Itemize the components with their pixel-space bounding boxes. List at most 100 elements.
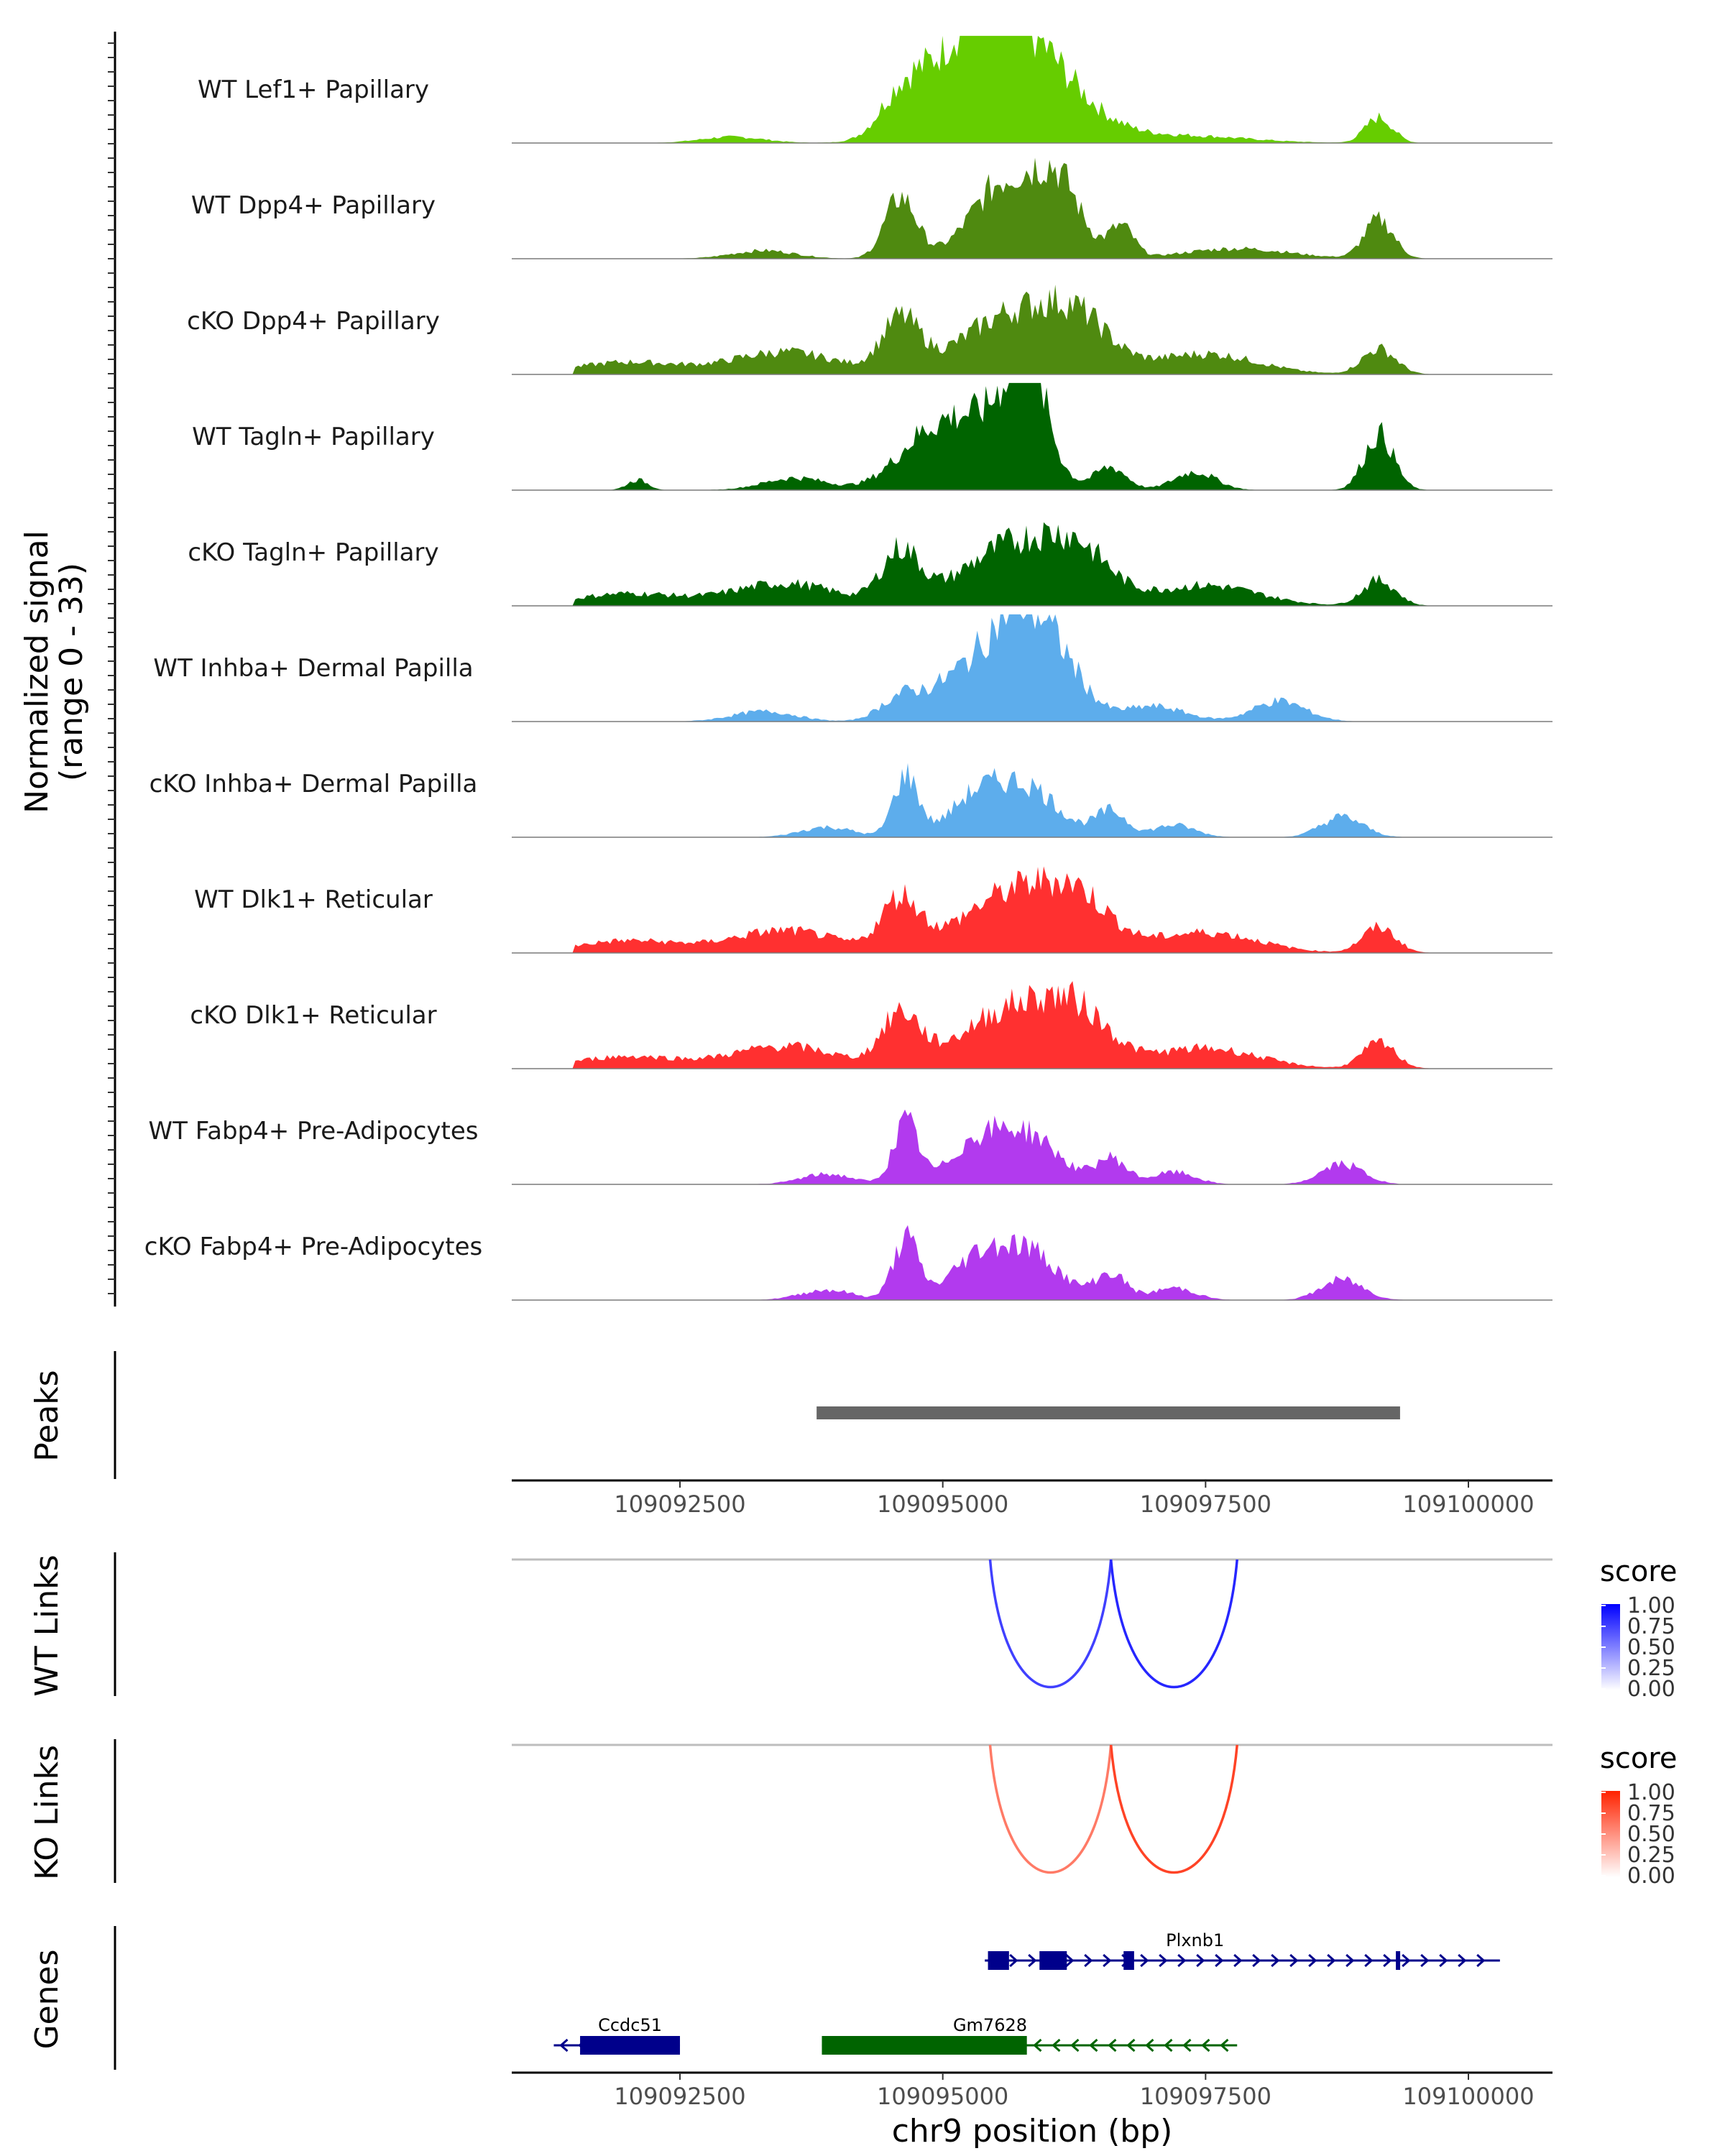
legend-tick-label: 0.25 <box>1627 1843 1675 1868</box>
ko-legend-title: score <box>1600 1742 1677 1775</box>
coverage-area <box>512 981 1552 1069</box>
coverage-area <box>512 866 1552 953</box>
coverage-track: WT Lef1+ Papillary <box>198 35 1552 144</box>
strand-chevron <box>1220 2038 1229 2053</box>
ko-legend-ticks: 1.000.750.500.250.00 <box>1601 1780 1675 1889</box>
coverage-track: cKO Inhba+ Dermal Papilla <box>150 763 1552 838</box>
coverage-track: cKO Fabp4+ Pre-Adipocytes <box>144 1225 1552 1301</box>
coverage-track: WT Dpp4+ Papillary <box>191 157 1552 259</box>
strand-chevron <box>1476 1953 1486 1968</box>
coverage-ylabel: Normalized signal <box>19 530 55 814</box>
exon <box>580 2036 681 2055</box>
coverage-track-label: cKO Dlk1+ Reticular <box>190 1001 436 1030</box>
strand-chevron <box>1201 2038 1210 2053</box>
legend-tick-label: 0.25 <box>1627 1656 1675 1681</box>
x-tick-label: 109100000 <box>1402 1491 1534 1518</box>
strand-chevron <box>1215 1953 1224 1968</box>
peaks-x-ticks: 109092500 109095000 109097500 109100000 <box>614 1480 1535 1518</box>
strand-chevron <box>1065 1953 1075 1968</box>
x-tick-label: 109097500 <box>1140 1491 1271 1518</box>
gene-model: Gm7628 <box>822 2015 1238 2055</box>
coverage-tracks: WT Lef1+ Papillary WT Dpp4+ Papillary cKO … <box>144 35 1552 1301</box>
ko-score-legend: score 1.000.750.500.250.00 <box>1600 1742 1677 1889</box>
x-axis-title: chr9 position (bp) <box>892 2113 1173 2150</box>
coverage-track-label: WT Lef1+ Papillary <box>198 75 429 104</box>
ko-links-label: KO Links <box>29 1745 65 1880</box>
exon <box>822 2036 1027 2055</box>
strand-chevron <box>1033 2038 1042 2053</box>
legend-tick-label: 1.00 <box>1627 1780 1675 1805</box>
coverage-track-label: cKO Fabp4+ Pre-Adipocytes <box>144 1233 483 1261</box>
coverage-area <box>512 157 1552 259</box>
coverage-track-label: WT Inhba+ Dermal Papilla <box>153 654 473 683</box>
legend-tick-label: 1.00 <box>1627 1593 1675 1618</box>
wt-links-label: WT Links <box>29 1554 65 1696</box>
coverage-area <box>512 382 1552 490</box>
coverage-track-label: WT Tagln+ Papillary <box>192 423 435 451</box>
strand-chevron <box>1159 1953 1168 1968</box>
coverage-track: WT Dlk1+ Reticular <box>194 866 1552 954</box>
strand-chevron <box>1070 2038 1080 2053</box>
strand-chevron <box>1420 1953 1430 1968</box>
strand-chevron <box>1084 1953 1093 1968</box>
coverage-area <box>512 522 1552 606</box>
wt-links-track <box>988 1559 1238 1689</box>
legend-tick-label: 0.00 <box>1627 1677 1675 1702</box>
strand-chevron <box>1346 1953 1355 1968</box>
x-tick-label: 109100000 <box>1402 2083 1534 2110</box>
peak-region <box>816 1406 1400 1419</box>
strand-chevron <box>1402 1953 1411 1968</box>
coverage-track: WT Fabp4+ Pre-Adipocytes <box>149 1109 1552 1185</box>
coverage-track-label: WT Dlk1+ Reticular <box>194 885 433 914</box>
strand-chevron <box>1233 1953 1243 1968</box>
strand-chevron <box>1145 2038 1154 2053</box>
link-arc <box>1109 1559 1238 1689</box>
strand-chevron <box>1140 1953 1149 1968</box>
coverage-area <box>512 1109 1552 1184</box>
coverage-area <box>512 614 1552 722</box>
genes-track: Plxnb1 Ccdc51 Gm7628 <box>553 1930 1500 2055</box>
strand-chevron <box>1327 1953 1336 1968</box>
exon <box>1123 1951 1134 1970</box>
strand-chevron <box>1196 1953 1205 1968</box>
coverage-area <box>512 285 1552 374</box>
coverage-track-label: cKO Inhba+ Dermal Papilla <box>150 770 478 798</box>
coverage-track-label: WT Dpp4+ Papillary <box>191 191 436 220</box>
gene-label: Ccdc51 <box>598 2015 662 2035</box>
wt-legend-title: score <box>1600 1555 1677 1588</box>
x-tick-label: 109095000 <box>877 2083 1008 2110</box>
strand-chevron <box>559 2038 569 2053</box>
strand-chevron <box>1009 1953 1018 1968</box>
coverage-area <box>512 1225 1552 1300</box>
strand-chevron <box>1103 1953 1112 1968</box>
strand-chevron <box>1364 1953 1374 1968</box>
gene-model: Plxnb1 <box>985 1930 1500 1970</box>
strand-chevron <box>1458 1953 1467 1968</box>
legend-tick-label: 0.50 <box>1627 1822 1675 1847</box>
strand-chevron <box>1052 2038 1061 2053</box>
strand-chevron <box>1271 1953 1280 1968</box>
x-tick-label: 109097500 <box>1140 2083 1271 2110</box>
coverage-ylabel-range: (range 0 - 33) <box>53 563 90 781</box>
coverage-track: cKO Tagln+ Papillary <box>188 522 1552 607</box>
strand-chevron <box>1439 1953 1448 1968</box>
strand-chevron <box>1252 1953 1261 1968</box>
link-arc <box>1109 1744 1238 1874</box>
legend-tick-label: 0.75 <box>1627 1614 1675 1639</box>
coverage-track-label: WT Fabp4+ Pre-Adipocytes <box>149 1117 479 1146</box>
coverage-track-label: cKO Dpp4+ Papillary <box>187 307 440 336</box>
strand-chevron <box>1164 2038 1173 2053</box>
link-arc <box>988 1744 1113 1874</box>
x-tick-label: 109092500 <box>614 2083 745 2110</box>
x-tick-label: 109095000 <box>877 1491 1008 1518</box>
gene-model: Ccdc51 <box>553 2015 681 2055</box>
legend-tick-label: 0.00 <box>1627 1864 1675 1889</box>
strand-chevron <box>1308 1953 1317 1968</box>
strand-chevron <box>1177 1953 1187 1968</box>
gene-label: Gm7628 <box>953 2015 1027 2035</box>
coverage-track: cKO Dlk1+ Reticular <box>190 981 1552 1069</box>
link-arc <box>988 1559 1113 1689</box>
gene-label: Plxnb1 <box>1166 1930 1224 1950</box>
exon <box>1039 1951 1067 1970</box>
